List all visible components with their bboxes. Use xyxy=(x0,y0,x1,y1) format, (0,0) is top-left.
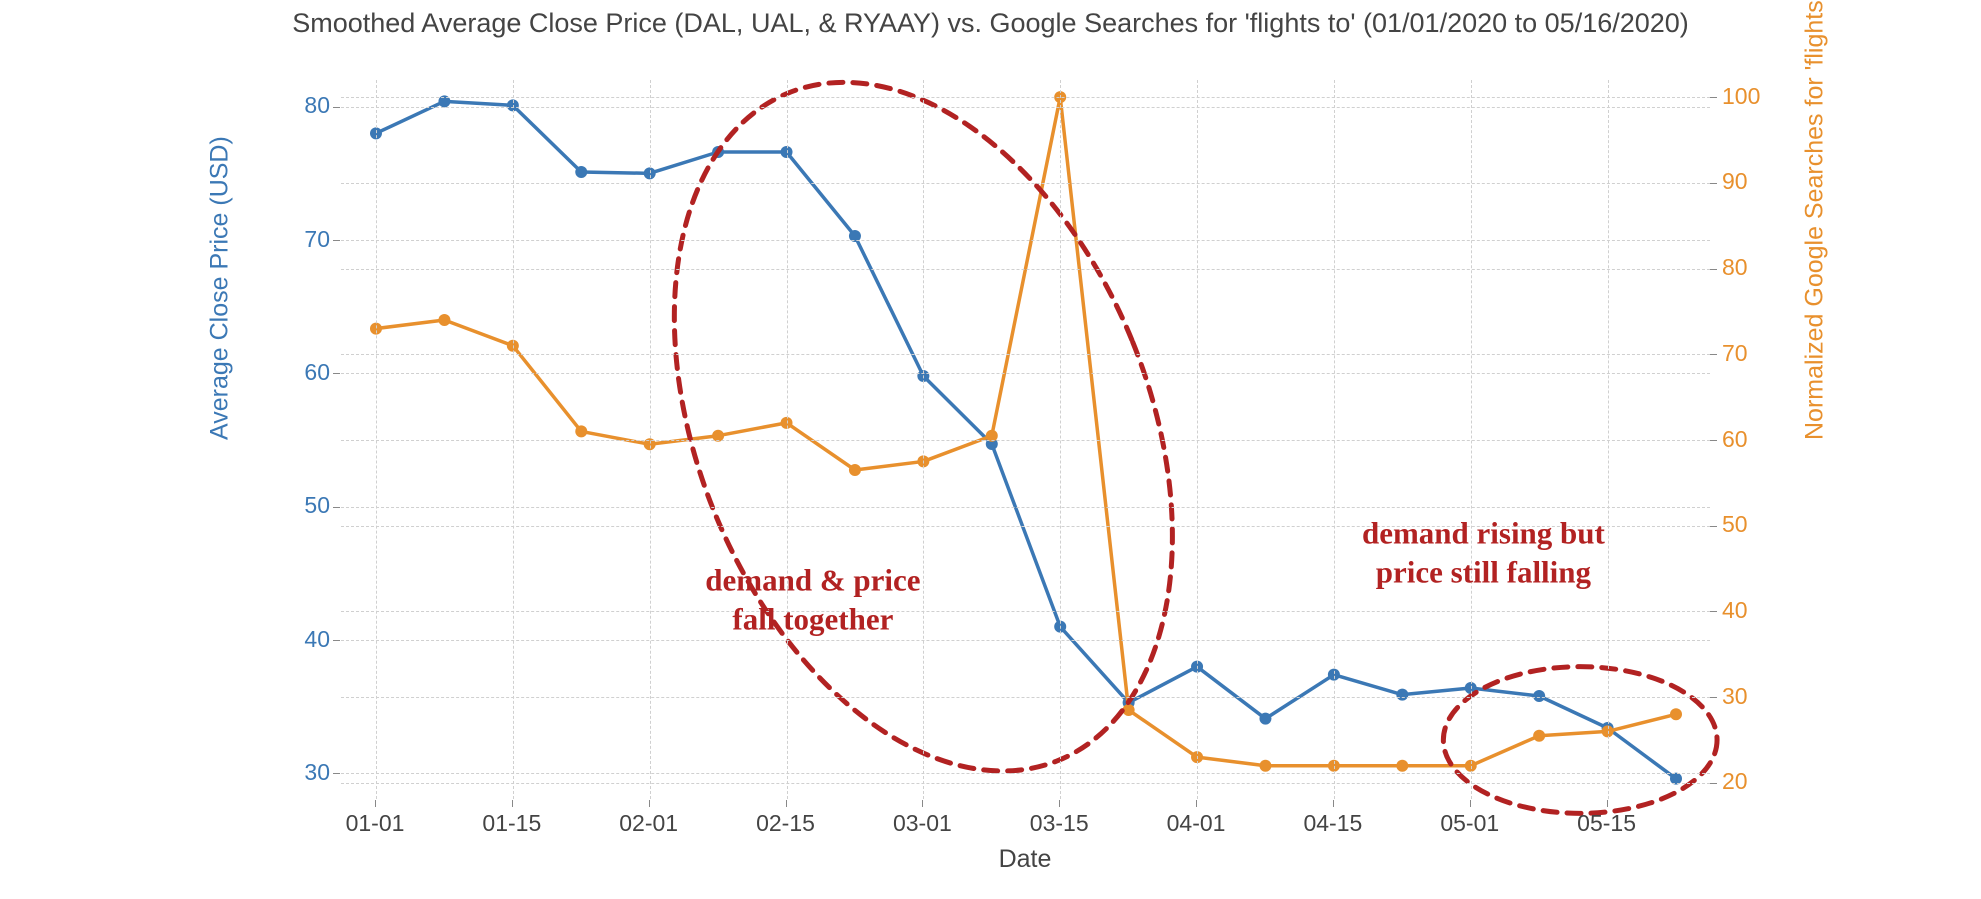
tick-mark xyxy=(333,373,340,374)
tick-mark xyxy=(1710,354,1717,355)
grid-line-horizontal xyxy=(341,269,1710,270)
grid-line-vertical xyxy=(1060,80,1061,799)
y-right-tick-label: 60 xyxy=(1722,426,1748,453)
tick-mark xyxy=(1710,783,1717,784)
annotation-ellipse xyxy=(1443,667,1717,814)
tick-mark xyxy=(333,107,340,108)
tick-mark xyxy=(1333,800,1334,807)
grid-line-horizontal xyxy=(341,354,1710,355)
x-tick-label: 01-01 xyxy=(346,810,405,837)
grid-line-horizontal xyxy=(341,697,1710,698)
grid-line-horizontal xyxy=(341,183,1710,184)
grid-line-horizontal xyxy=(341,97,1710,98)
x-tick-label: 04-15 xyxy=(1303,810,1362,837)
tick-mark xyxy=(333,773,340,774)
tick-mark xyxy=(649,800,650,807)
grid-line-horizontal xyxy=(341,440,1710,441)
grid-line-vertical xyxy=(1197,80,1198,799)
y-right-tick-label: 100 xyxy=(1722,83,1760,110)
grid-line-vertical xyxy=(923,80,924,799)
x-tick-label: 03-01 xyxy=(893,810,952,837)
x-tick-label: 05-01 xyxy=(1440,810,1499,837)
y-right-tick-label: 80 xyxy=(1722,254,1748,281)
chart-container: Smoothed Average Close Price (DAL, UAL, … xyxy=(0,0,1981,899)
tick-mark xyxy=(1710,183,1717,184)
tick-mark xyxy=(1059,800,1060,807)
x-tick-label: 01-15 xyxy=(482,810,541,837)
grid-line-vertical xyxy=(787,80,788,799)
series-line xyxy=(376,97,1676,766)
y-left-tick-label: 50 xyxy=(270,492,330,519)
y-right-tick-label: 20 xyxy=(1722,768,1748,795)
grid-line-vertical xyxy=(513,80,514,799)
y-left-tick-label: 80 xyxy=(270,92,330,119)
y-left-tick-label: 30 xyxy=(270,759,330,786)
tick-mark xyxy=(786,800,787,807)
grid-line-horizontal xyxy=(341,526,1710,527)
grid-line-horizontal xyxy=(341,373,1710,374)
grid-line-horizontal xyxy=(341,783,1710,784)
y-right-tick-label: 40 xyxy=(1722,597,1748,624)
tick-mark xyxy=(1470,800,1471,807)
x-axis-title: Date xyxy=(340,845,1710,874)
grid-line-vertical xyxy=(650,80,651,799)
y-right-tick-label: 70 xyxy=(1722,340,1748,367)
series-marker xyxy=(1670,708,1682,720)
tick-mark xyxy=(1710,97,1717,98)
tick-mark xyxy=(1710,269,1717,270)
x-tick-label: 04-01 xyxy=(1167,810,1226,837)
series-marker xyxy=(575,425,587,437)
grid-line-horizontal xyxy=(341,611,1710,612)
x-tick-label: 05-15 xyxy=(1577,810,1636,837)
tick-mark xyxy=(1196,800,1197,807)
grid-line-horizontal xyxy=(341,640,1710,641)
tick-mark xyxy=(1607,800,1608,807)
chart-title: Smoothed Average Close Price (DAL, UAL, … xyxy=(0,8,1981,39)
plot-area xyxy=(340,80,1710,800)
x-tick-label: 02-15 xyxy=(756,810,815,837)
y-left-tick-label: 60 xyxy=(270,359,330,386)
tick-mark xyxy=(1710,611,1717,612)
series-marker xyxy=(438,314,450,326)
y-right-tick-label: 30 xyxy=(1722,683,1748,710)
tick-mark xyxy=(922,800,923,807)
y-left-tick-label: 70 xyxy=(270,226,330,253)
tick-mark xyxy=(1710,526,1717,527)
series-marker xyxy=(575,166,587,178)
series-marker xyxy=(1259,713,1271,725)
grid-line-vertical xyxy=(1334,80,1335,799)
series-marker xyxy=(1396,689,1408,701)
grid-line-vertical xyxy=(1608,80,1609,799)
y-left-tick-label: 40 xyxy=(270,626,330,653)
tick-mark xyxy=(1710,440,1717,441)
series-marker xyxy=(1533,730,1545,742)
y-right-tick-label: 90 xyxy=(1722,168,1748,195)
tick-mark xyxy=(333,240,340,241)
tick-mark xyxy=(333,507,340,508)
grid-line-horizontal xyxy=(341,773,1710,774)
series-marker xyxy=(1396,760,1408,772)
x-tick-label: 03-15 xyxy=(1030,810,1089,837)
grid-line-vertical xyxy=(1471,80,1472,799)
grid-line-horizontal xyxy=(341,107,1710,108)
tick-mark xyxy=(375,800,376,807)
series-marker xyxy=(1533,690,1545,702)
grid-line-horizontal xyxy=(341,240,1710,241)
tick-mark xyxy=(333,640,340,641)
tick-mark xyxy=(1710,697,1717,698)
tick-mark xyxy=(512,800,513,807)
series-marker xyxy=(849,464,861,476)
grid-line-vertical xyxy=(376,80,377,799)
grid-line-horizontal xyxy=(341,507,1710,508)
series-marker xyxy=(1259,760,1271,772)
x-tick-label: 02-01 xyxy=(619,810,678,837)
y-right-tick-label: 50 xyxy=(1722,511,1748,538)
